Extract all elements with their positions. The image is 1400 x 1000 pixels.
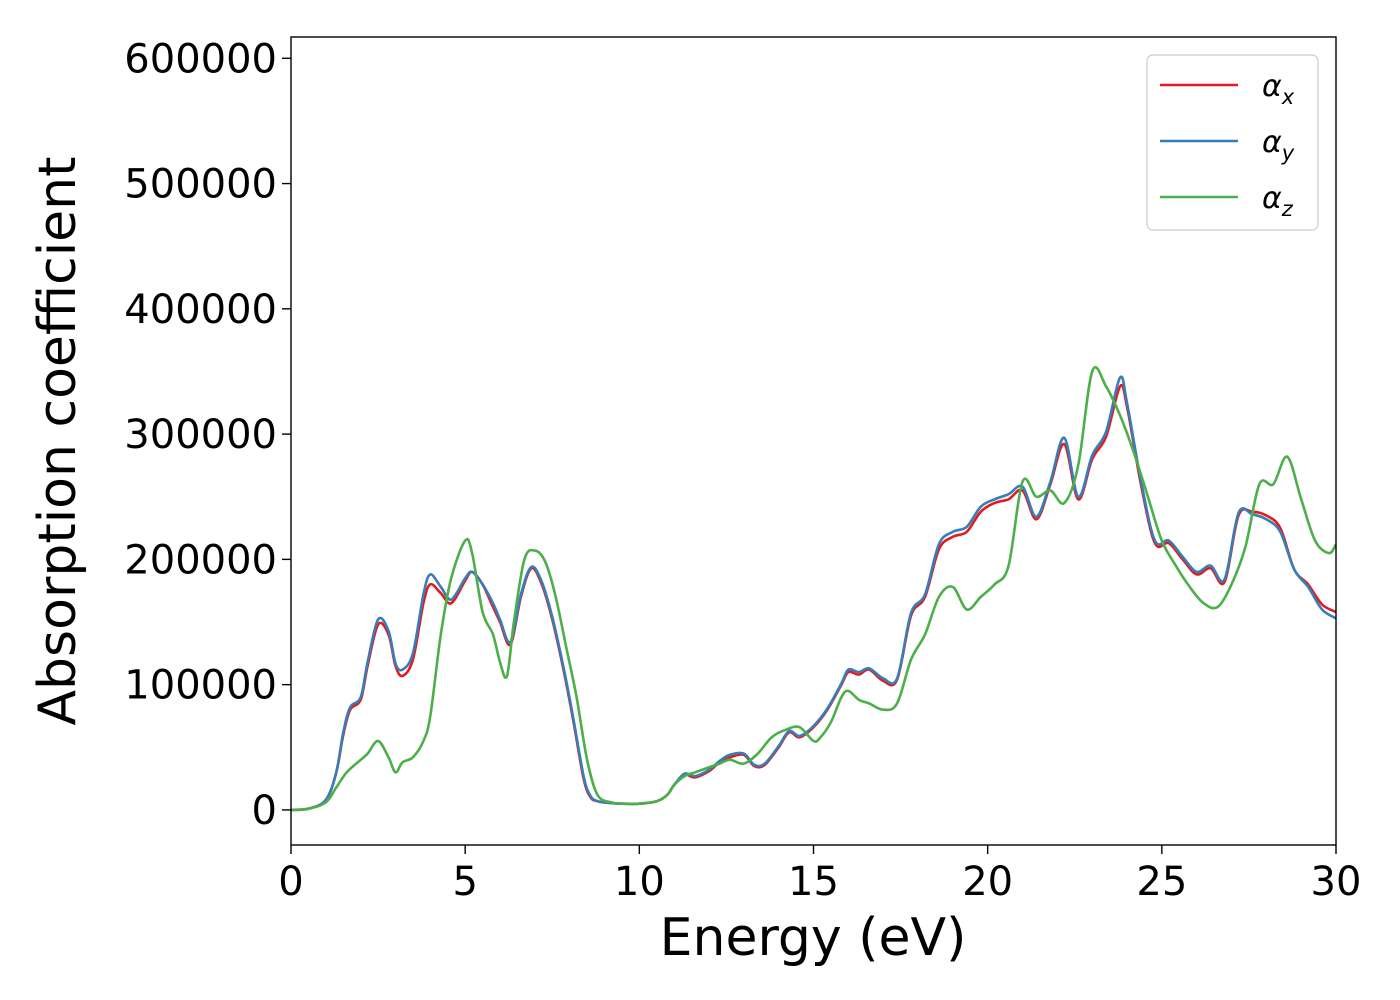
- x-axis-title: Energy (eV): [660, 908, 967, 968]
- legend: αx αy αz: [1146, 54, 1319, 231]
- legend-label: αx: [1262, 69, 1295, 109]
- y-tick-label: 0: [252, 788, 277, 834]
- x-tick-label: 5: [452, 859, 477, 905]
- y-tick-label: 400000: [124, 287, 277, 333]
- x-tick-label: 20: [962, 859, 1013, 905]
- y-axis-title: Absorption coefficient: [28, 156, 88, 725]
- x-axis-ticks: 0 5 10 15 20 25 30: [278, 845, 1361, 905]
- y-axis-ticks: 0 100000 200000 300000 400000 500000 600000: [124, 36, 291, 834]
- x-tick-label: 10: [614, 859, 665, 905]
- series-layer: [290, 365, 1338, 812]
- y-tick-label: 500000: [124, 162, 277, 208]
- x-tick-label: 15: [788, 859, 839, 905]
- legend-box: [1146, 54, 1319, 231]
- legend-label: αy: [1262, 125, 1295, 165]
- y-tick-label: 200000: [124, 537, 277, 583]
- y-tick-label: 600000: [124, 36, 277, 82]
- x-tick-label: 0: [278, 859, 303, 905]
- y-tick-label: 300000: [124, 412, 277, 458]
- x-tick-label: 30: [1311, 859, 1362, 905]
- x-tick-label: 25: [1136, 859, 1187, 905]
- series-line-alpha-y: [290, 375, 1337, 812]
- legend-label: αz: [1262, 181, 1294, 221]
- y-tick-label: 100000: [124, 663, 277, 709]
- series-line-alpha-z: [290, 365, 1338, 812]
